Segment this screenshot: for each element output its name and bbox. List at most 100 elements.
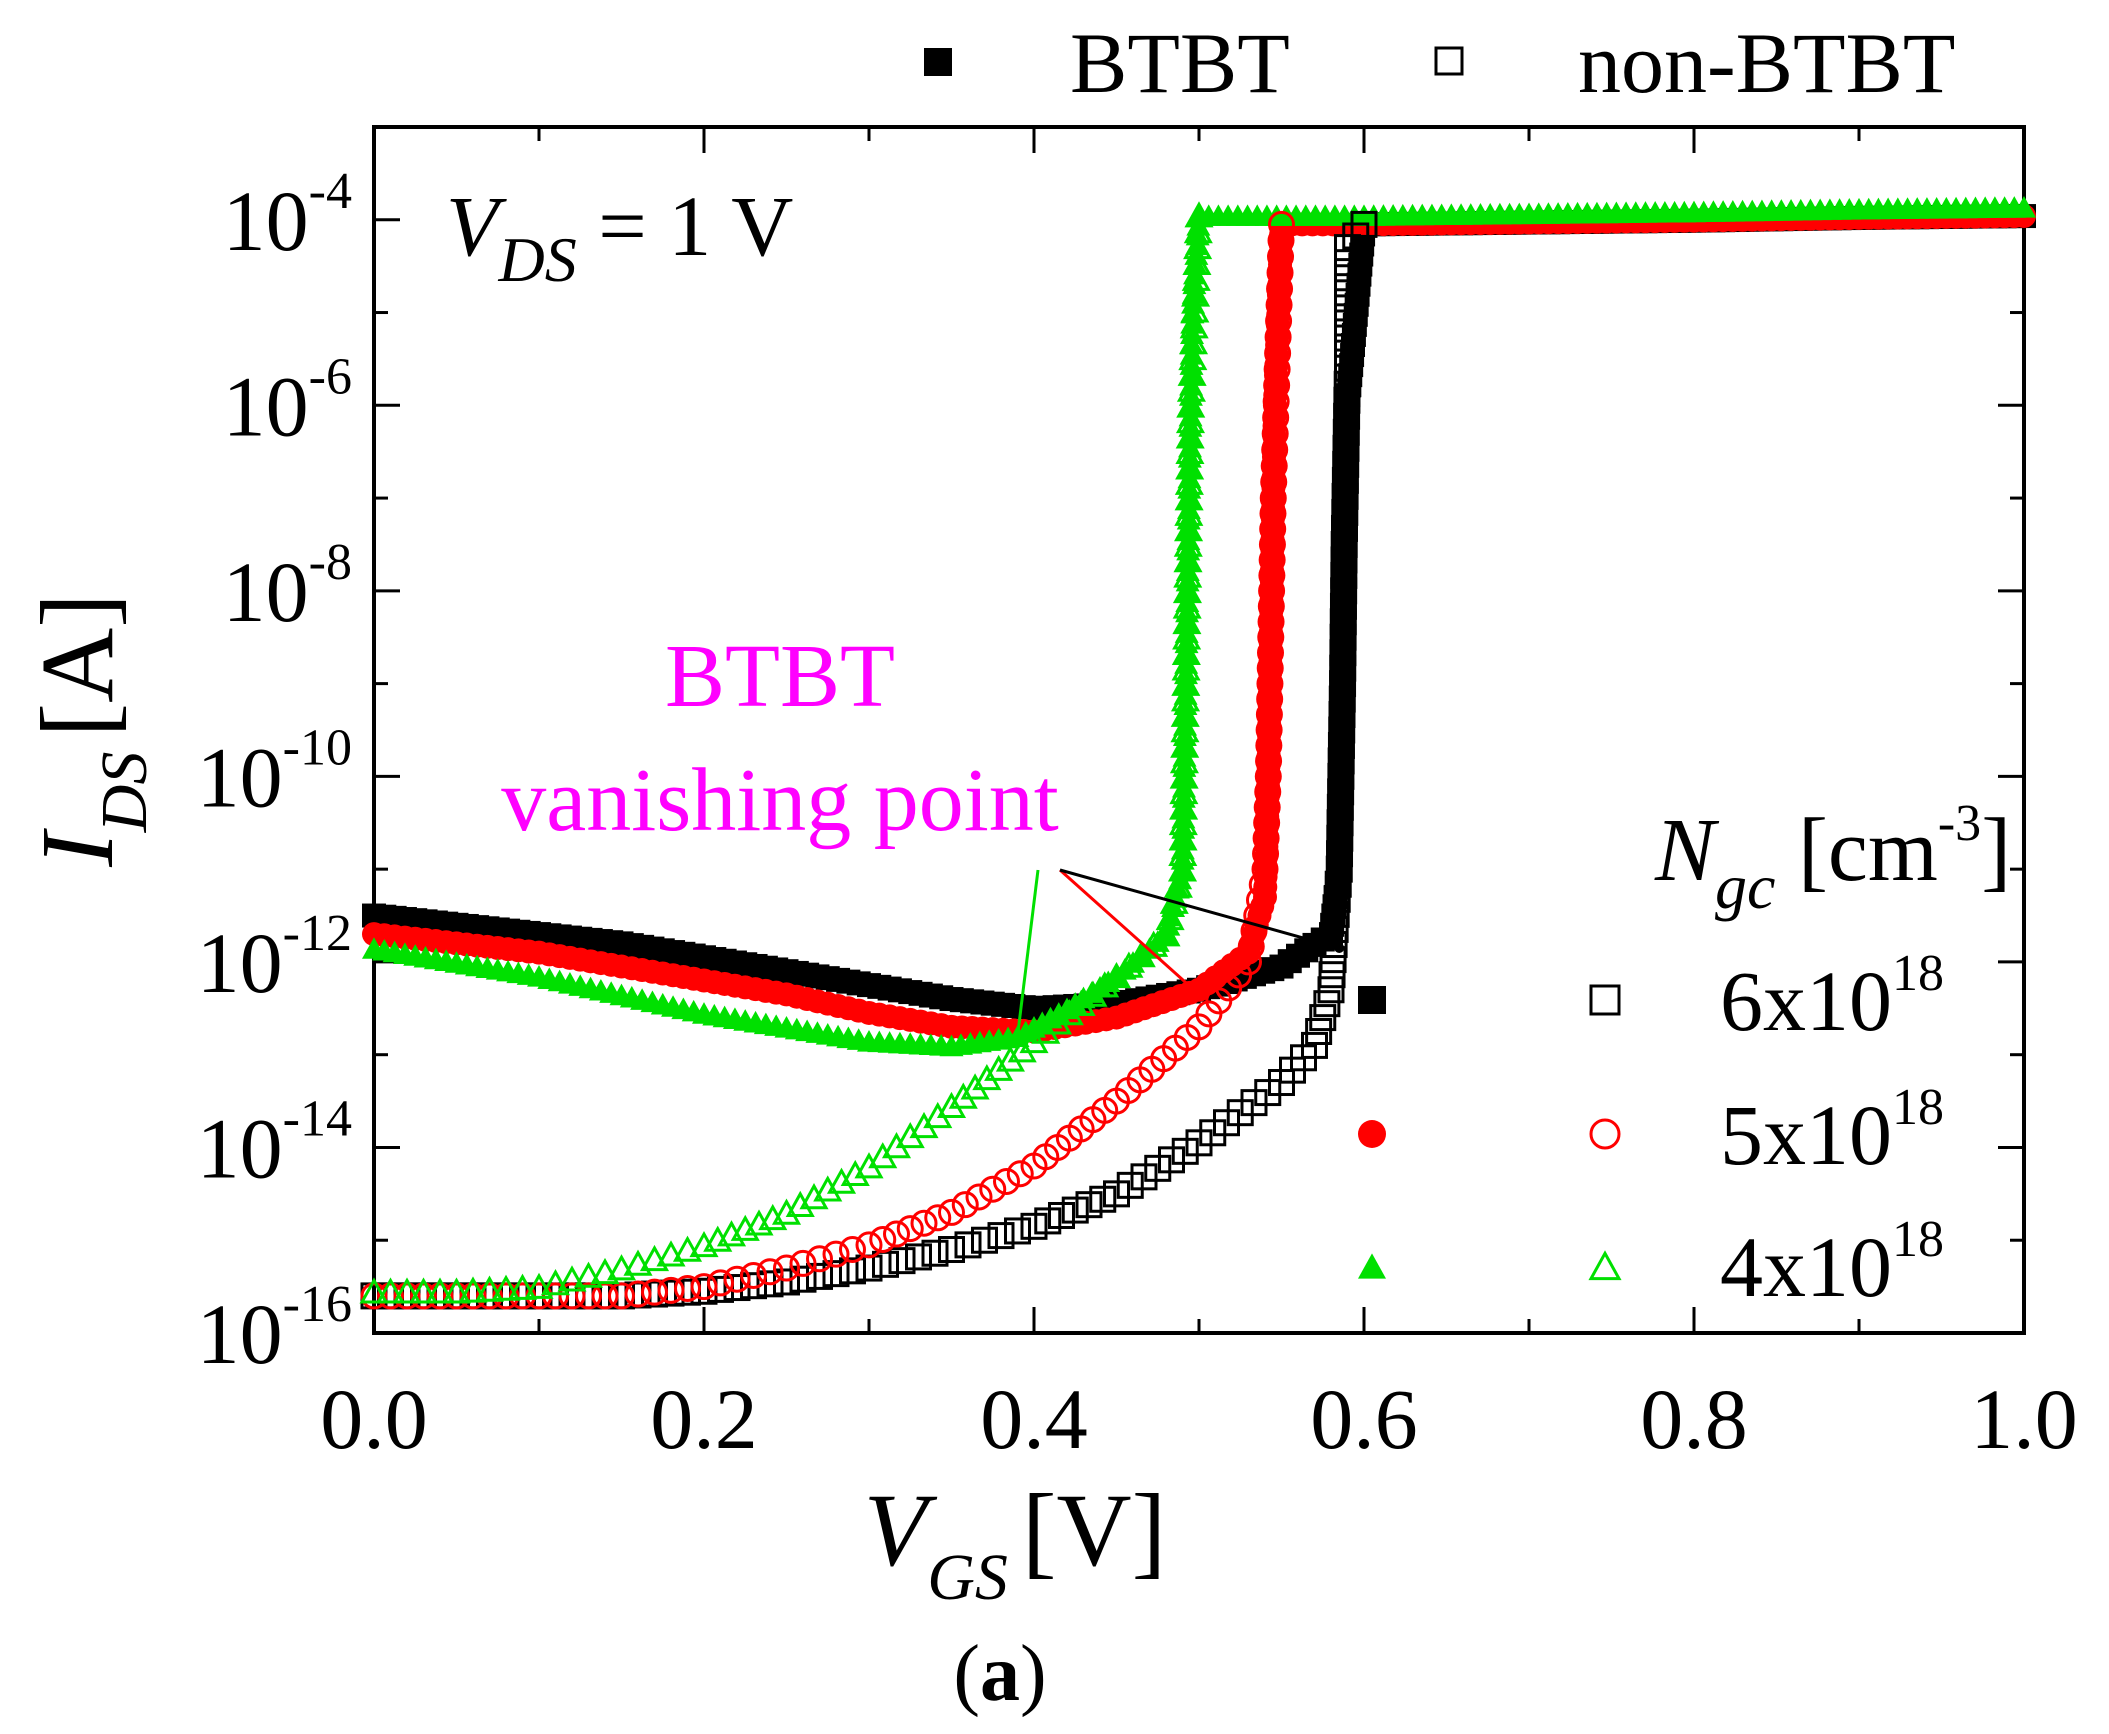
data-point — [1169, 793, 1199, 820]
doping-legend-title: Ngc [cm-3] — [1654, 795, 2011, 922]
data-point — [785, 1190, 815, 1217]
x-tick-label: 0.6 — [1310, 1371, 1418, 1467]
data-point — [1327, 731, 1355, 759]
data-point — [1254, 762, 1282, 790]
legend-non-btbt-label: non-BTBT — [1578, 15, 1955, 111]
y-tick-label: 10-6 — [223, 348, 352, 454]
data-point — [1171, 1137, 1199, 1165]
data-point — [1240, 1089, 1268, 1117]
data-point — [1334, 249, 1361, 277]
x-tick-labels: 0.0 0.2 0.4 0.6 0.8 1.0 — [320, 1371, 2078, 1467]
data-point — [1321, 915, 1349, 943]
data-point — [806, 1262, 833, 1290]
data-point — [377, 1282, 404, 1310]
data-point — [1332, 434, 1360, 462]
data-point — [1054, 999, 1084, 1026]
data-point — [1178, 328, 1209, 355]
data-point — [1328, 701, 1356, 729]
data-point — [492, 1282, 520, 1310]
data-point — [938, 1198, 965, 1226]
data-point — [575, 1282, 602, 1310]
data-point — [1329, 654, 1357, 682]
data-point — [979, 1175, 1007, 1203]
data-point — [1326, 809, 1354, 837]
data-point — [1019, 1026, 1049, 1054]
data-point — [1031, 1017, 1061, 1044]
data-point — [542, 1282, 569, 1310]
data-point — [1258, 530, 1286, 558]
data-point — [1329, 592, 1357, 620]
y-axis-title: IDS[A] — [20, 593, 161, 868]
x-axis-title: VGS [V] — [864, 1473, 1167, 1614]
data-point — [1334, 264, 1361, 292]
data-point — [656, 1240, 686, 1267]
y-tick-label: 10-16 — [197, 1276, 352, 1382]
data-point — [1305, 1018, 1333, 1045]
data-point — [1330, 530, 1358, 558]
data-point — [623, 1249, 653, 1276]
data-point — [1173, 561, 1203, 588]
annotation-point — [1334, 943, 1345, 954]
data-point — [971, 1226, 998, 1254]
data-point — [1170, 700, 1200, 727]
data-point — [1169, 762, 1199, 789]
data-point — [557, 1265, 587, 1292]
legend-non-btbt-marker — [1434, 46, 1464, 76]
data-point — [1240, 917, 1268, 945]
data-point — [1327, 778, 1355, 806]
legend-filled-marker — [1358, 986, 1386, 1014]
data-point — [869, 1225, 897, 1253]
data-point — [1334, 339, 1361, 367]
data-point — [1260, 452, 1288, 480]
data-point — [921, 1239, 949, 1267]
data-point — [1309, 1004, 1337, 1032]
data-point — [1167, 855, 1198, 882]
data-point — [1334, 309, 1361, 337]
data-point — [1334, 324, 1361, 352]
data-point — [1006, 1160, 1034, 1188]
data-point — [799, 1183, 829, 1210]
data-point — [1257, 623, 1285, 651]
data-point — [474, 1275, 505, 1302]
data-point — [1007, 1036, 1037, 1063]
data-point — [1252, 824, 1280, 852]
data-point — [1177, 359, 1207, 386]
data-point — [1173, 530, 1203, 557]
data-point — [540, 1269, 571, 1296]
annotation-point — [1012, 1031, 1023, 1042]
x-tick-label: 0.0 — [320, 1371, 428, 1467]
data-point — [1254, 1079, 1282, 1107]
axis-ticks — [372, 125, 2026, 1335]
data-point — [822, 1240, 850, 1268]
data-point — [1103, 1180, 1130, 1208]
data-point — [1265, 307, 1293, 335]
data-point — [1184, 201, 1214, 228]
data-point — [1301, 1031, 1328, 1059]
legend-filled-marker — [1358, 1253, 1386, 1279]
legend-open-marker — [1589, 1118, 1621, 1150]
data-point — [1169, 777, 1199, 805]
data-point — [1175, 437, 1205, 464]
data-point — [806, 1245, 833, 1273]
data-point — [1326, 793, 1354, 821]
data-point — [1226, 1099, 1254, 1127]
data-point — [1251, 855, 1279, 883]
data-point — [1326, 840, 1354, 868]
data-point — [1176, 375, 1206, 402]
data-point — [1327, 747, 1355, 775]
data-point — [1253, 809, 1281, 837]
data-point — [1334, 354, 1361, 382]
data-point — [558, 1282, 586, 1310]
data-point — [1248, 871, 1276, 899]
data-point — [1172, 623, 1202, 650]
x-tick-label: 0.2 — [650, 1371, 758, 1467]
data-point — [1328, 716, 1356, 744]
data-point — [1168, 808, 1198, 836]
data-point — [1257, 608, 1285, 636]
data-point — [425, 1277, 455, 1304]
data-point — [1328, 685, 1356, 713]
data-point — [1322, 900, 1350, 928]
data-point — [1213, 1109, 1240, 1137]
data-point — [1263, 355, 1291, 383]
legend-filled-marker — [1358, 1120, 1386, 1148]
